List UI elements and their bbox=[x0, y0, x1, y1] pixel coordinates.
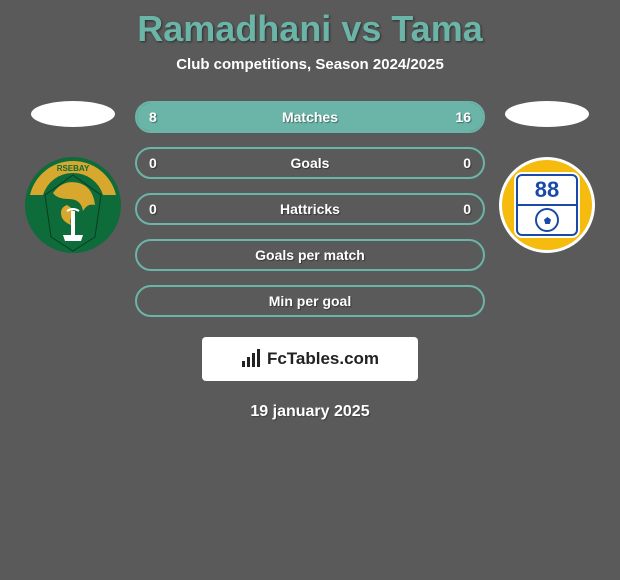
stats-list: 8 16 Matches 0 0 Goals 0 0 Hattricks Goals per ma… bbox=[135, 101, 485, 317]
right-side: 88 bbox=[497, 101, 597, 255]
right-oval-slot bbox=[505, 101, 589, 127]
stat-label: Hattricks bbox=[280, 201, 340, 217]
crest-ball-icon bbox=[516, 205, 578, 236]
page-title: Ramadhani vs Tama bbox=[0, 8, 620, 50]
page-subtitle: Club competitions, Season 2024/2025 bbox=[0, 56, 620, 73]
stat-row: 0 0 Hattricks bbox=[135, 193, 485, 225]
crest-number: 88 bbox=[516, 174, 578, 205]
stat-label: Min per goal bbox=[269, 293, 351, 309]
stat-value-left: 0 bbox=[149, 201, 157, 217]
stat-value-right: 16 bbox=[455, 109, 471, 125]
stat-value-right: 0 bbox=[463, 201, 471, 217]
date-label: 19 january 2025 bbox=[0, 403, 620, 421]
left-oval-slot bbox=[31, 101, 115, 127]
stat-label: Goals bbox=[291, 155, 330, 171]
stat-value-right: 0 bbox=[463, 155, 471, 171]
comparison-card: Ramadhani vs Tama Club competitions, Sea… bbox=[0, 0, 620, 421]
content-row: RSEBAY 8 16 Matches 0 0 Goals 0 0 Hattricks Goals… bbox=[0, 101, 620, 317]
left-side: RSEBAY bbox=[23, 101, 123, 255]
stat-row: 0 0 Goals bbox=[135, 147, 485, 179]
persebaya-crest-icon: RSEBAY bbox=[23, 155, 123, 255]
stat-label: Goals per match bbox=[255, 247, 365, 263]
stat-value-left: 0 bbox=[149, 155, 157, 171]
stat-value-left: 8 bbox=[149, 109, 157, 125]
branding-badge[interactable]: FcTables.com bbox=[202, 337, 418, 381]
bars-icon bbox=[241, 349, 261, 369]
stat-row: Goals per match bbox=[135, 239, 485, 271]
stat-row: 8 16 Matches bbox=[135, 101, 485, 133]
barito-crest-icon: 88 bbox=[499, 157, 595, 253]
svg-text:RSEBAY: RSEBAY bbox=[57, 164, 90, 173]
stat-row: Min per goal bbox=[135, 285, 485, 317]
right-team-crest: 88 bbox=[497, 155, 597, 255]
left-team-crest: RSEBAY bbox=[23, 155, 123, 255]
stat-label: Matches bbox=[282, 109, 338, 125]
branding-label: FcTables.com bbox=[267, 349, 379, 369]
